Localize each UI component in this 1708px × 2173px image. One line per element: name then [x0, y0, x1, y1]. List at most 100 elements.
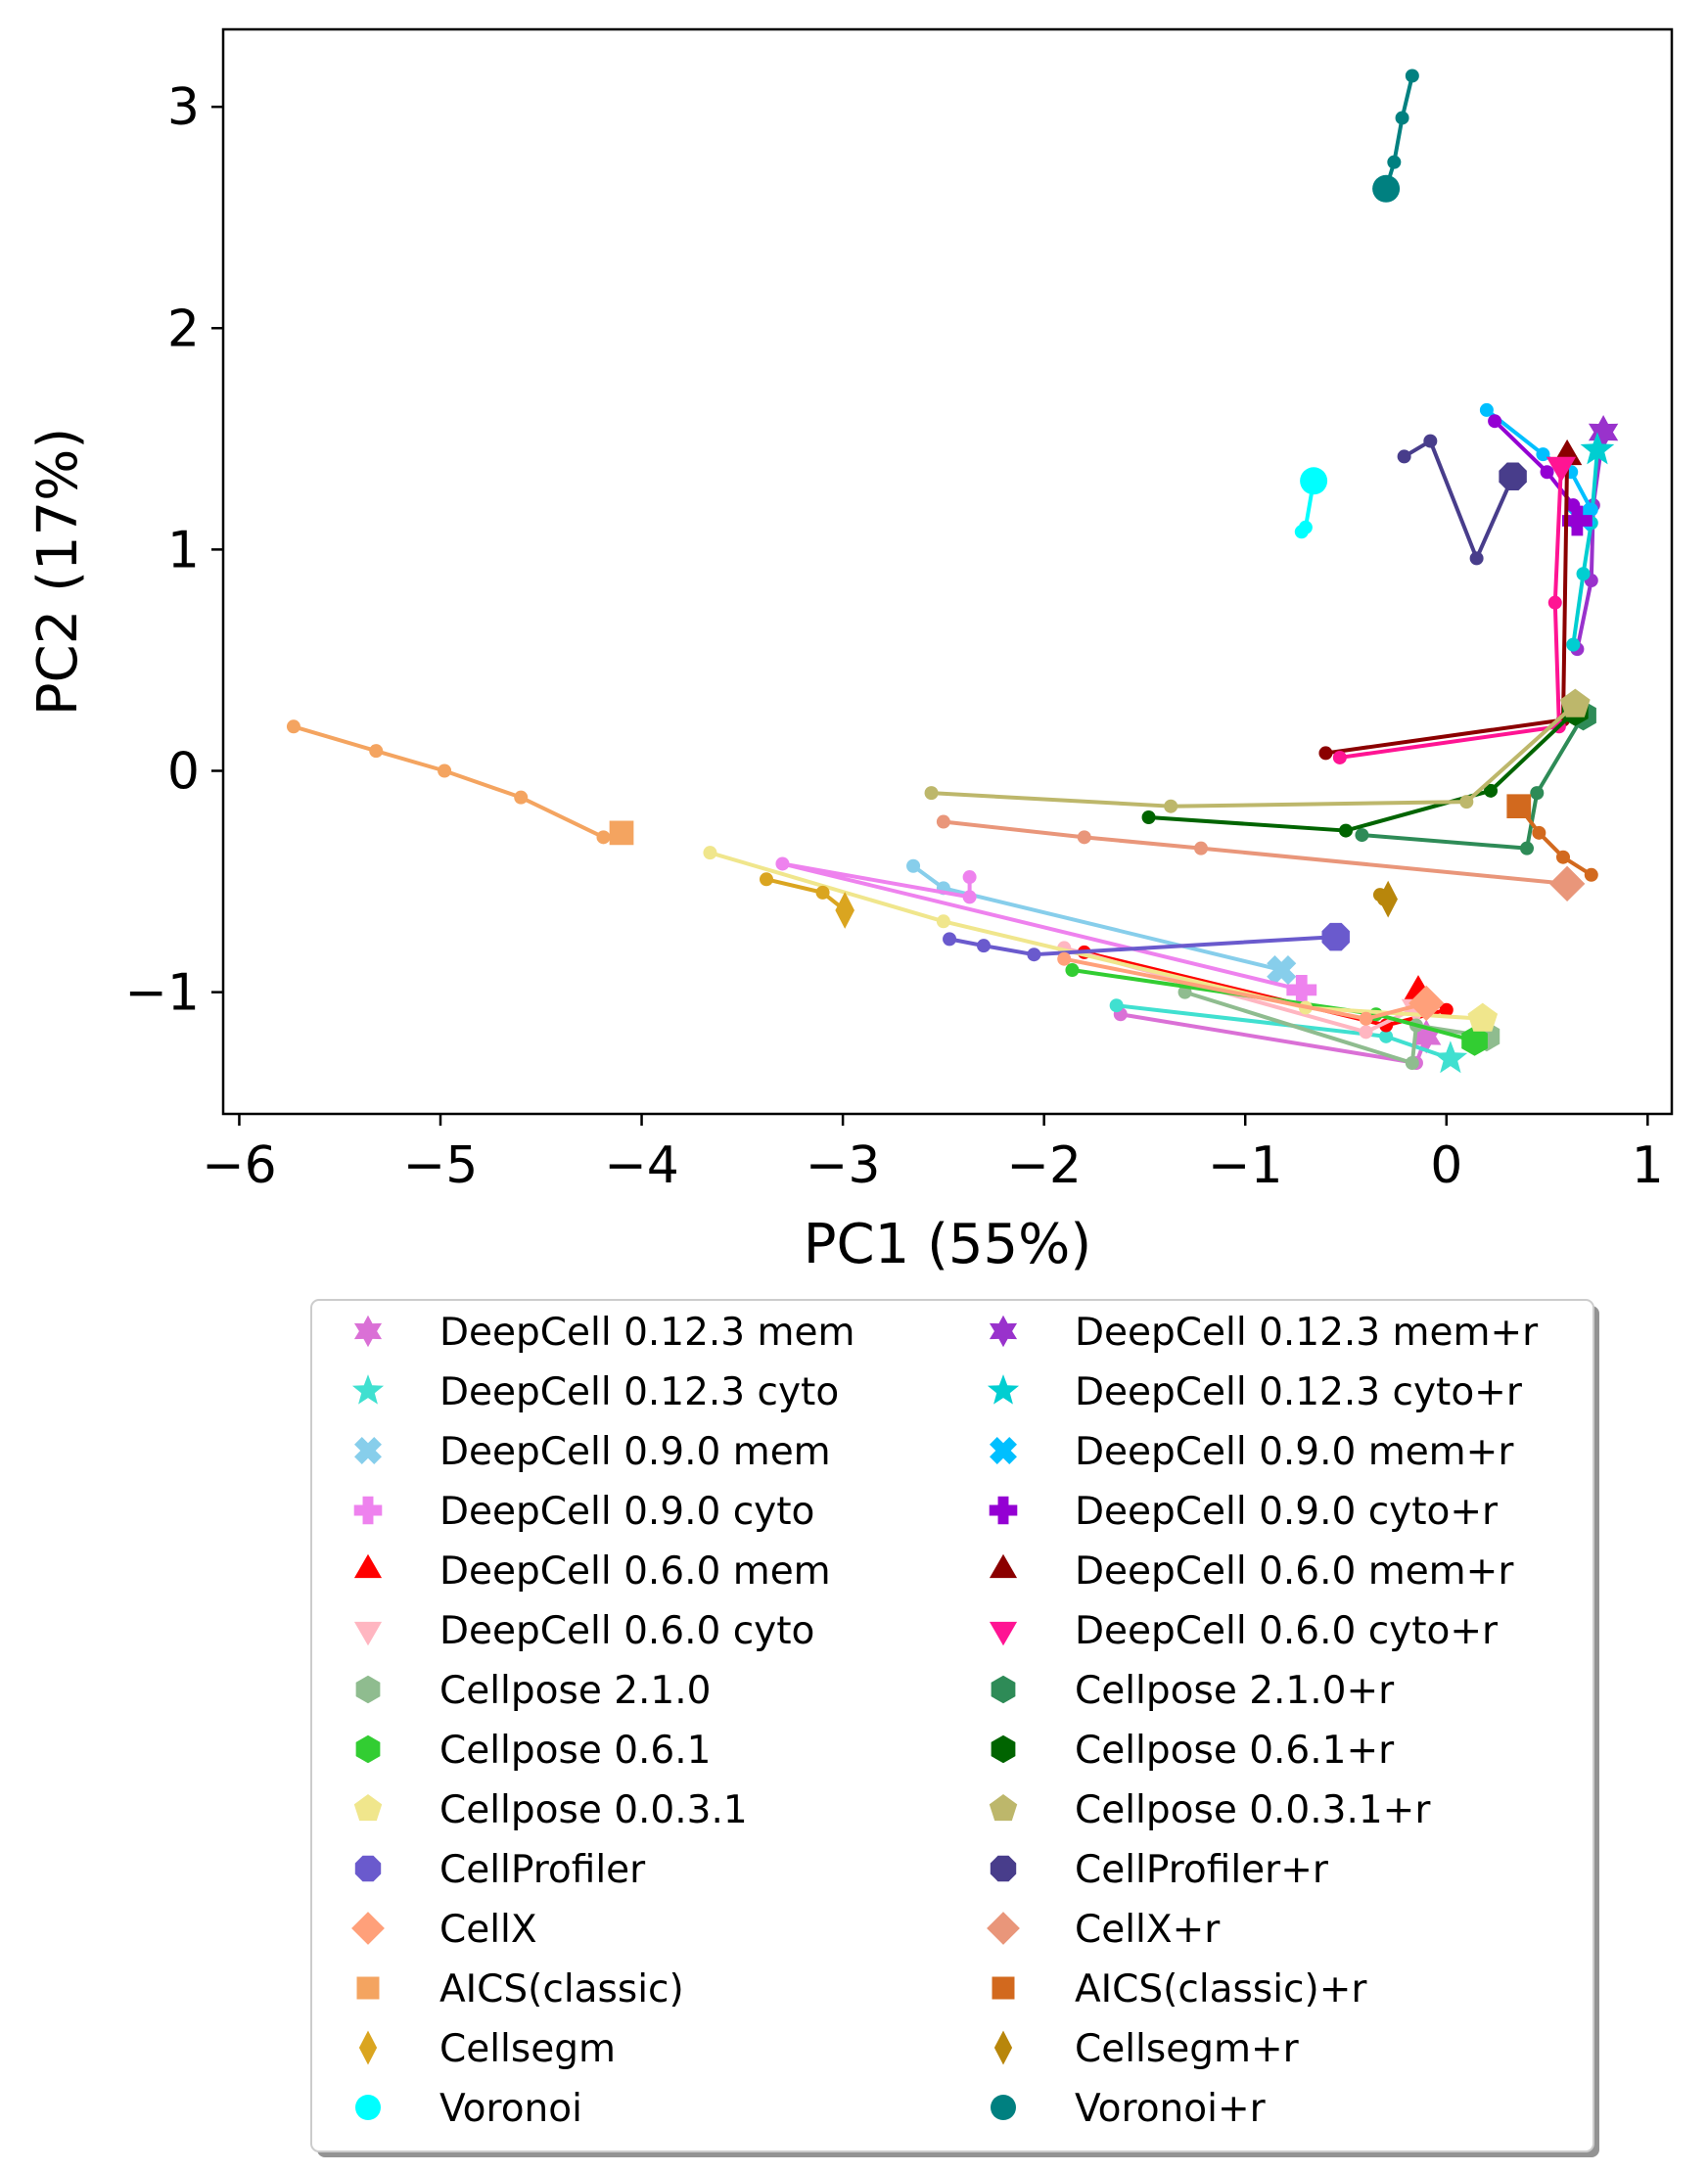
data-point-end — [1499, 462, 1527, 490]
legend-marker — [987, 1912, 1020, 1945]
series-line — [1384, 75, 1414, 190]
legend-label: DeepCell 0.6.0 cyto — [439, 1609, 814, 1653]
legend-marker — [351, 1374, 385, 1405]
legend-item-cellpose-0-0-3-1: Cellpose 0.0.3.1 — [353, 1788, 748, 1832]
legend-label: Cellsegm — [439, 2027, 616, 2071]
legend-item-aics-classic-r: AICS(classic)+r — [992, 1967, 1367, 2011]
legend-item-cellprofiler: CellProfiler — [354, 1848, 646, 1892]
x-tick-label: 0 — [1430, 1136, 1462, 1195]
data-point-end — [1267, 954, 1297, 986]
data-point — [1109, 998, 1124, 1013]
x-tick-label: −5 — [403, 1136, 479, 1195]
legend-item-cellsegm: Cellsegm — [358, 2027, 616, 2071]
legend-marker — [993, 2030, 1013, 2065]
x-axis-title: PC1 (55%) — [804, 1213, 1091, 1276]
series-voronoi-r — [1372, 69, 1419, 203]
data-point-end — [1560, 688, 1591, 717]
data-point — [1459, 795, 1474, 809]
legend-item-cellpose-0-0-3-1-r: Cellpose 0.0.3.1+r — [989, 1788, 1431, 1832]
data-point — [514, 790, 529, 805]
legend-marker — [356, 1976, 380, 2000]
series-line — [1403, 439, 1515, 561]
data-point — [1164, 799, 1178, 813]
series-cellprofiler-r — [1397, 434, 1527, 566]
data-point — [924, 786, 939, 801]
legend-item-deepcell-0-9-0-cyto-r: DeepCell 0.9.0 cyto+r — [989, 1490, 1499, 1534]
data-point — [1355, 828, 1369, 843]
data-point — [936, 914, 950, 929]
legend-item-deepcell-0-9-0-mem: DeepCell 0.9.0 mem — [354, 1430, 831, 1474]
y-tick-label: −1 — [124, 964, 200, 1023]
legend-label: Cellpose 2.1.0 — [439, 1669, 711, 1713]
data-point — [1379, 1029, 1394, 1043]
legend-marker — [351, 1912, 385, 1945]
legend-marker — [991, 1734, 1016, 1764]
legend-label: DeepCell 0.9.0 cyto — [439, 1490, 814, 1534]
legend-label: DeepCell 0.6.0 mem — [439, 1549, 831, 1594]
legend-marker — [353, 1794, 383, 1822]
legend-item-cellpose-2-1-0-r: Cellpose 2.1.0+r — [991, 1669, 1395, 1713]
legend-label: DeepCell 0.12.3 mem — [439, 1311, 855, 1355]
data-point — [1027, 948, 1041, 962]
legend-label: CellX — [439, 1908, 537, 1952]
x-tick-label: −6 — [202, 1136, 277, 1195]
data-point-end — [1580, 432, 1615, 465]
data-point — [1141, 809, 1156, 824]
series-line — [780, 861, 1303, 993]
data-point — [775, 856, 790, 871]
legend-item-deepcell-0-12-3-cyto-r: DeepCell 0.12.3 cyto+r — [987, 1370, 1523, 1414]
x-tick-label: 1 — [1632, 1136, 1664, 1195]
series-cellpose-0-0-3-1-r — [924, 688, 1591, 813]
data-point — [1584, 867, 1598, 882]
legend-label: DeepCell 0.6.0 mem+r — [1075, 1549, 1514, 1594]
legend-item-deepcell-0-12-3-mem: DeepCell 0.12.3 mem — [353, 1311, 855, 1355]
legend-marker — [989, 1553, 1018, 1579]
series-line — [765, 877, 847, 912]
legend-item-deepcell-0-6-0-cyto: DeepCell 0.6.0 cyto — [353, 1609, 814, 1653]
data-point — [1359, 1025, 1373, 1040]
series-line — [931, 703, 1577, 809]
legend-item-aics-classic: AICS(classic) — [356, 1967, 684, 2011]
legend-label: CellProfiler+r — [1075, 1848, 1329, 1892]
data-point — [1194, 841, 1208, 855]
data-point — [1520, 841, 1534, 855]
x-tick-label: −3 — [806, 1136, 881, 1195]
legend-item-deepcell-0-6-0-cyto-r: DeepCell 0.6.0 cyto+r — [989, 1609, 1499, 1653]
legend-marker — [353, 1553, 383, 1579]
data-point — [1298, 520, 1313, 534]
series-line — [293, 724, 623, 840]
data-point — [943, 932, 957, 947]
legend-marker — [355, 1675, 381, 1704]
data-point — [1566, 637, 1581, 652]
data-point — [703, 846, 717, 860]
legend-marker — [355, 2095, 381, 2120]
data-point — [1359, 1011, 1373, 1026]
legend-item-cellx-r: CellX+r — [987, 1908, 1221, 1952]
legend-item-cellpose-0-6-1-r: Cellpose 0.6.1+r — [991, 1729, 1395, 1773]
legend-label: Cellpose 0.0.3.1+r — [1075, 1788, 1431, 1832]
legend-marker — [354, 1437, 382, 1464]
legend-label: CellProfiler — [439, 1848, 646, 1892]
legend-item-deepcell-0-12-3-cyto: DeepCell 0.12.3 cyto — [351, 1370, 839, 1414]
data-point — [815, 885, 830, 900]
data-point — [1057, 951, 1072, 966]
legend-items: DeepCell 0.12.3 mem DeepCell 0.12.3 cyto D… — [351, 1311, 1539, 2131]
series-line — [1325, 456, 1570, 756]
legend-marker — [989, 1315, 1018, 1348]
legend-item-cellsegm-r: Cellsegm+r — [993, 2027, 1300, 2071]
legend-marker — [353, 1315, 383, 1348]
data-point-end — [1548, 865, 1586, 902]
data-point-end — [1467, 1002, 1499, 1032]
data-point — [1469, 551, 1484, 566]
data-point-end — [1461, 1025, 1488, 1056]
y-tick-label: 3 — [167, 78, 200, 137]
legend-marker — [991, 1675, 1016, 1704]
legend-item-voronoi: Voronoi — [355, 2087, 582, 2131]
series-line — [709, 851, 1483, 1021]
series-cellx-r — [936, 814, 1586, 902]
legend-marker — [355, 1734, 381, 1764]
legend-label: AICS(classic) — [439, 1967, 684, 2011]
legend-label: AICS(classic)+r — [1075, 1967, 1367, 2011]
series-line — [1571, 449, 1599, 645]
plot-frame — [221, 27, 1674, 1116]
